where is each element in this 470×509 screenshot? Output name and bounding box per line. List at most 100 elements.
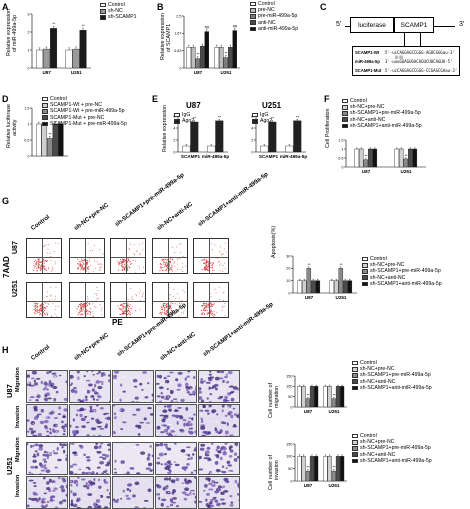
membrane-pore <box>108 392 109 393</box>
membrane-pore <box>199 446 200 447</box>
membrane-pore <box>213 432 214 433</box>
legend-entry: sh-SCAMP1 <box>100 14 137 20</box>
event-dot <box>44 307 45 308</box>
event-dot <box>134 244 135 245</box>
membrane-pore <box>229 406 230 407</box>
membrane-pore <box>101 389 102 390</box>
stained-cell <box>211 480 215 483</box>
membrane-pore <box>189 378 190 379</box>
event-dot <box>174 261 175 262</box>
stained-cell <box>229 434 233 436</box>
event-dot <box>212 264 213 265</box>
membrane-pore <box>200 414 201 415</box>
event-dot <box>206 303 207 304</box>
stained-cell <box>231 501 234 503</box>
stained-cell <box>114 371 119 374</box>
event-dot <box>99 249 100 250</box>
stained-cell <box>120 428 123 430</box>
legend-swatch <box>342 105 348 110</box>
membrane-pore <box>78 407 79 408</box>
y-tick-label: 0 <box>290 479 292 483</box>
legend-swatch <box>100 9 106 14</box>
membrane-pore <box>194 471 195 472</box>
stained-cell <box>165 380 169 383</box>
membrane-pore <box>102 392 103 393</box>
stained-cell <box>164 405 167 407</box>
membrane-pore <box>82 506 83 507</box>
event-dot <box>164 303 165 304</box>
membrane-pore <box>91 412 92 413</box>
stained-cell <box>229 495 232 497</box>
legend-label: Ago2 <box>182 118 194 124</box>
event-dot <box>202 305 203 306</box>
membrane-pore <box>40 371 41 372</box>
stained-cell <box>160 415 164 417</box>
stained-cell <box>131 401 134 403</box>
event-dot <box>123 309 124 310</box>
stained-cell <box>59 375 62 377</box>
stained-cell <box>195 385 197 389</box>
membrane-pore <box>47 385 48 386</box>
stained-cell <box>84 409 86 411</box>
stained-cell <box>72 451 77 454</box>
membrane-pore <box>232 402 233 403</box>
stained-cell <box>184 480 186 482</box>
membrane-pore <box>100 455 101 456</box>
stained-cell <box>87 484 92 486</box>
membrane-pore <box>231 481 232 482</box>
gate-line-vertical <box>209 239 210 273</box>
y-tick-label: 0 <box>288 291 290 295</box>
stained-cell <box>66 435 68 437</box>
membrane-pore <box>147 385 148 386</box>
stained-cell <box>160 431 164 433</box>
event-dot <box>86 270 87 271</box>
stained-cell <box>70 465 73 468</box>
event-dot <box>175 298 176 299</box>
membrane-pore <box>215 459 216 460</box>
membrane-pore <box>226 459 227 460</box>
stained-cell <box>63 408 67 411</box>
stained-cell <box>32 456 37 458</box>
membrane-pore <box>161 494 162 495</box>
micrograph-tile <box>198 370 240 403</box>
event-dot <box>52 267 53 268</box>
gate-line-vertical <box>85 283 86 317</box>
stained-cell <box>228 411 232 414</box>
membrane-pore <box>94 478 95 479</box>
stained-cell <box>41 381 43 385</box>
event-dot <box>42 246 43 247</box>
membrane-pore <box>28 411 29 412</box>
event-dot <box>127 314 128 315</box>
membrane-pore <box>132 481 133 482</box>
event-dot <box>38 264 39 265</box>
membrane-pore <box>167 455 168 456</box>
stained-cell <box>127 483 132 486</box>
event-dot <box>37 270 38 271</box>
membrane-pore <box>31 490 32 491</box>
membrane-pore <box>86 428 87 429</box>
event-dot <box>205 307 206 308</box>
membrane-pore <box>46 389 47 390</box>
event-dot <box>123 267 124 268</box>
event-dot <box>36 307 37 308</box>
event-dot <box>180 243 181 244</box>
event-dot <box>170 258 171 259</box>
event-dot <box>131 298 132 299</box>
event-dot <box>181 269 182 270</box>
stained-cell <box>160 443 163 446</box>
stained-cell <box>165 446 168 449</box>
membrane-pore <box>167 457 168 458</box>
bar <box>191 47 195 68</box>
membrane-pore <box>145 394 146 395</box>
membrane-pore <box>45 478 46 479</box>
event-dot <box>165 263 166 264</box>
stained-cell <box>102 454 106 456</box>
membrane-pore <box>94 463 95 464</box>
event-dot <box>122 308 123 309</box>
membrane-pore <box>79 454 80 455</box>
stained-cell <box>181 449 186 452</box>
membrane-pore <box>60 436 61 437</box>
bar <box>196 59 200 68</box>
membrane-pore <box>45 462 46 463</box>
